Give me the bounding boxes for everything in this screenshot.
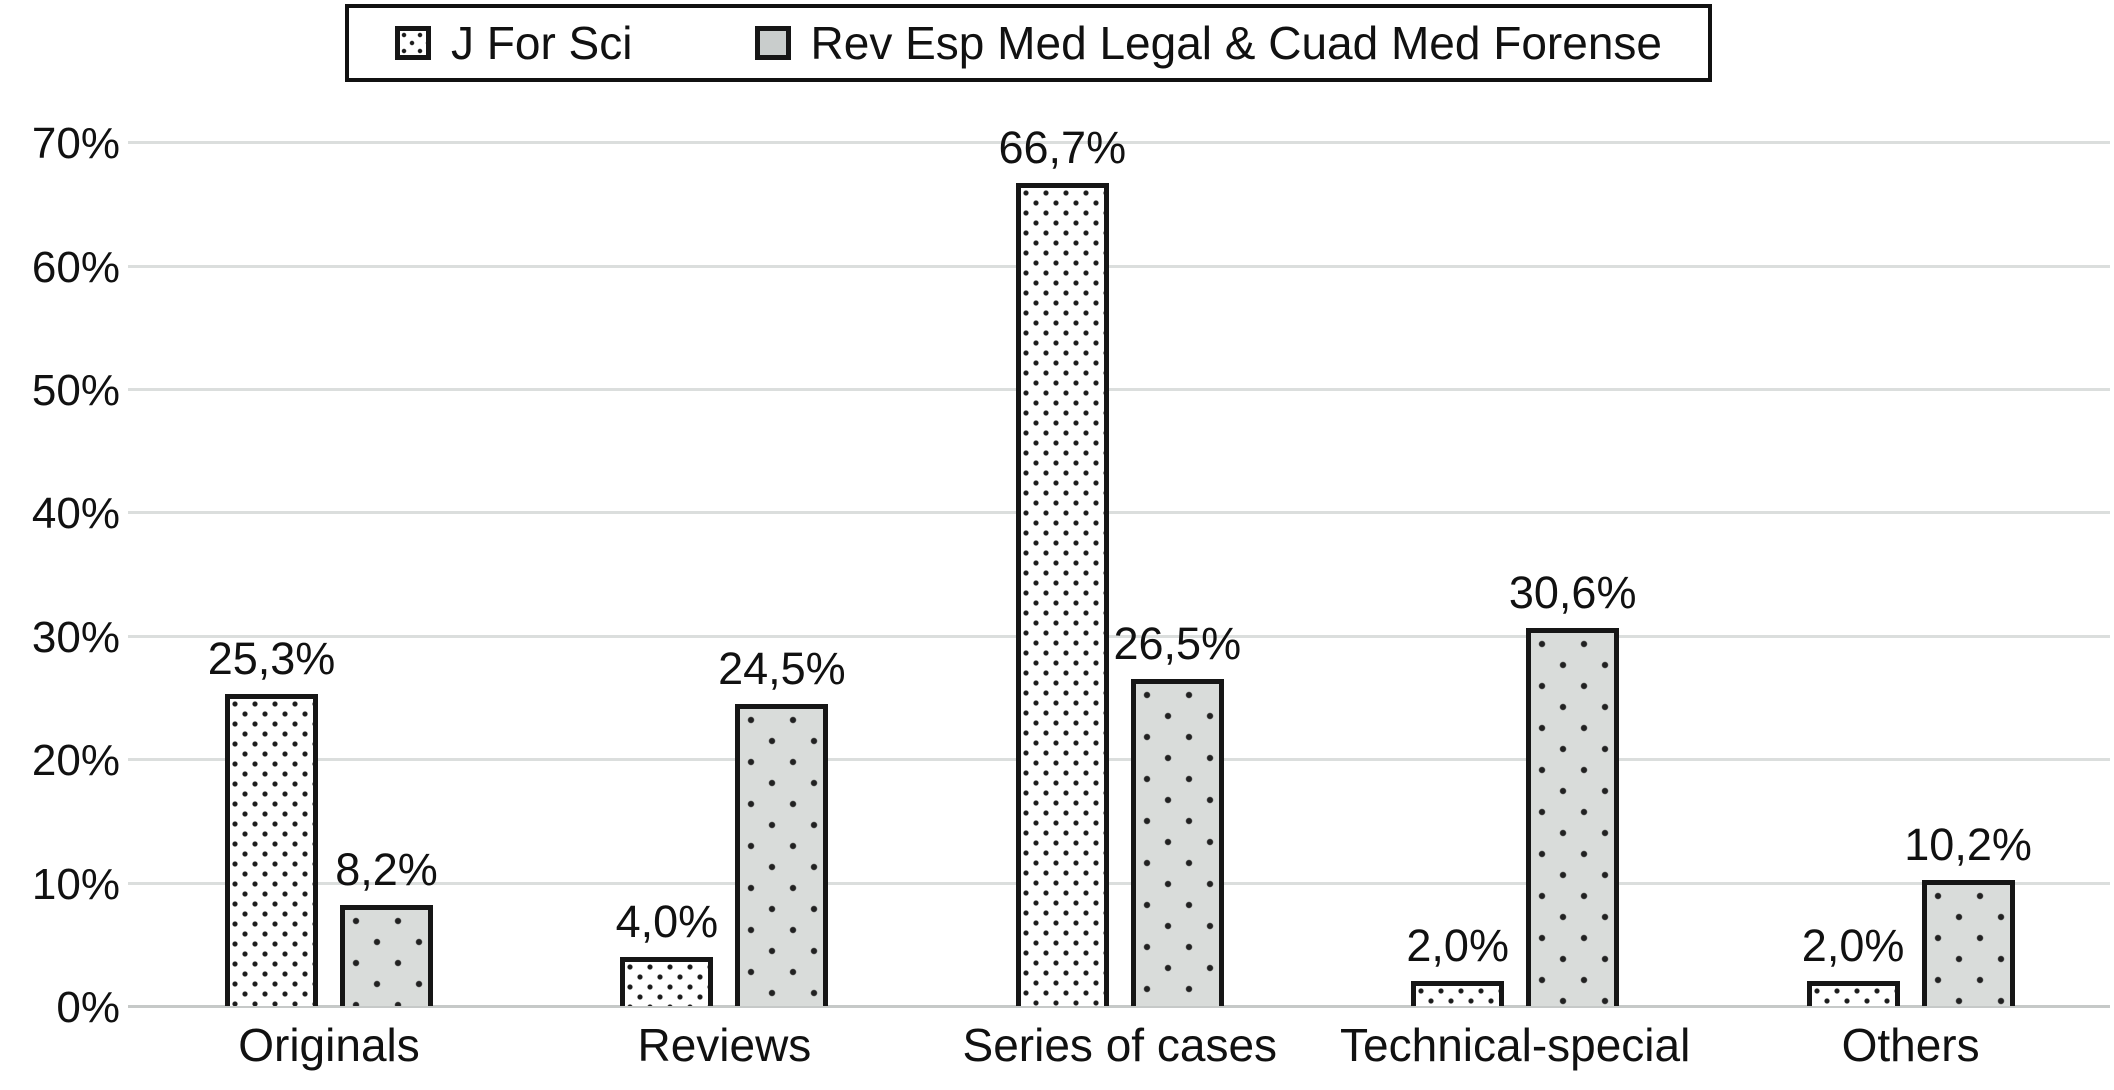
x-category-label: Technical-special <box>1340 1019 1691 1071</box>
bar-j-for-sci-technical-special <box>1411 981 1505 1006</box>
y-tick-label: 20% <box>31 736 120 786</box>
x-category-label: Reviews <box>637 1019 812 1071</box>
legend-label-j-for-sci: J For Sci <box>451 17 633 69</box>
gridline <box>128 388 2110 391</box>
gridline <box>128 511 2110 515</box>
gridline <box>128 141 2110 145</box>
y-tick-label: 40% <box>31 489 120 539</box>
bar-value-label: 66,7% <box>998 122 1127 173</box>
legend-item-j-for-sci: J For Sci <box>395 20 632 66</box>
bar-value-label: 24,5% <box>718 643 846 694</box>
bar-rev-esp-series-of-cases <box>1130 679 1224 1006</box>
bar-j-for-sci-originals <box>225 694 318 1006</box>
x-axis-line <box>128 1005 2110 1008</box>
y-tick-label: 50% <box>31 366 120 415</box>
y-tick-label: 10% <box>31 859 120 909</box>
x-category-label: Series of cases <box>962 1019 1278 1071</box>
bar-rev-esp-reviews <box>735 704 829 1006</box>
bar-value-label: 4,0% <box>615 896 719 947</box>
gridline <box>128 264 2110 268</box>
legend-label-rev-esp: Rev Esp Med Legal & Cuad Med Forense <box>810 17 1662 69</box>
legend-swatch-dotted-pattern-icon <box>395 26 431 60</box>
y-tick-label: 60% <box>31 242 120 292</box>
y-tick-label: 70% <box>31 119 120 169</box>
bar-value-label: 25,3% <box>207 633 336 684</box>
bar-j-for-sci-reviews <box>620 957 714 1006</box>
bar-rev-esp-technical-special <box>1526 628 1620 1006</box>
y-tick-label: 0% <box>56 983 120 1032</box>
gridline <box>128 881 2110 885</box>
gridline <box>128 758 2110 762</box>
bar-value-label: 2,0% <box>1406 920 1509 971</box>
y-tick-label: 30% <box>31 612 120 662</box>
bar-value-label: 2,0% <box>1801 920 1905 971</box>
x-category-label: Others <box>1841 1019 1980 1071</box>
bar-value-label: 8,2% <box>335 844 438 895</box>
chart-legend: J For Sci Rev Esp Med Legal & Cuad Med F… <box>345 4 1712 82</box>
bar-value-label: 10,2% <box>1904 819 2032 870</box>
legend-item-rev-esp: Rev Esp Med Legal & Cuad Med Forense <box>754 17 1662 69</box>
bar-j-for-sci-others <box>1806 981 1900 1006</box>
bar-value-label: 30,6% <box>1508 567 1637 618</box>
x-category-label: Originals <box>238 1019 420 1071</box>
bar-j-for-sci-series-of-cases <box>1015 183 1109 1006</box>
bar-rev-esp-others <box>1921 880 2015 1006</box>
legend-swatch-gray-pattern-icon <box>754 26 791 60</box>
bar-rev-esp-originals <box>340 905 433 1006</box>
bar-value-label: 26,5% <box>1113 618 1242 669</box>
gridline <box>128 634 2110 638</box>
